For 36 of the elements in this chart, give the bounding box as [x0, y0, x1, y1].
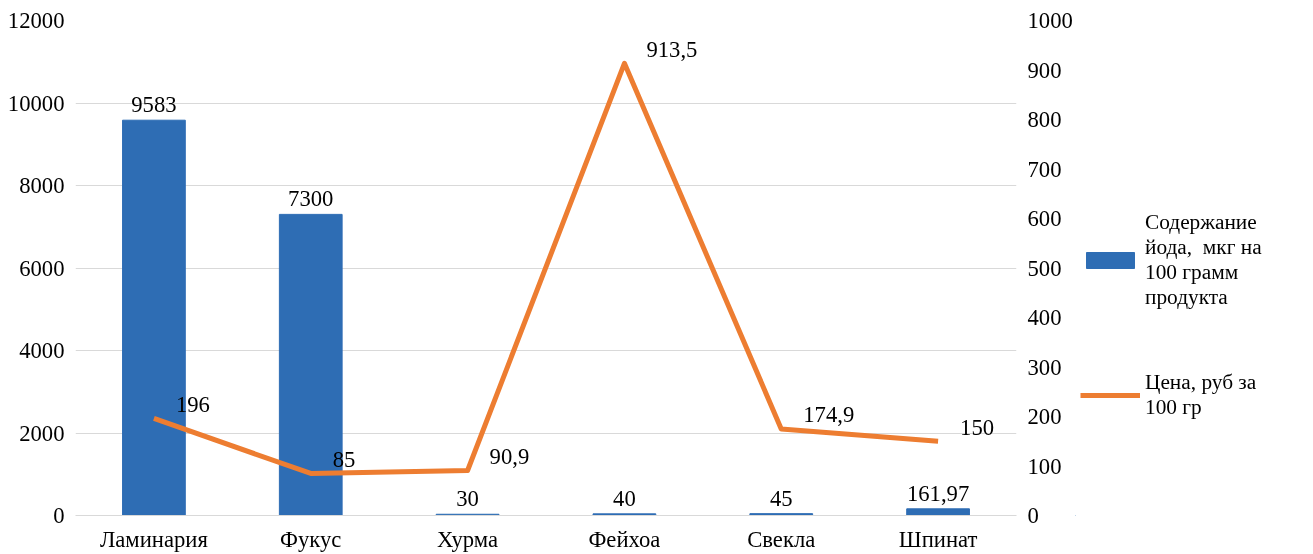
y2-tick-label: 0 [1027, 503, 1039, 528]
data-label: 40 [613, 485, 636, 511]
data-label: 174,9 [803, 402, 855, 428]
x-tick-label: Фейхоа [588, 526, 661, 552]
x-tick-label: Шпинат [898, 526, 978, 552]
y2-tick-label: 500 [1027, 255, 1062, 281]
data-label: 45 [769, 485, 793, 511]
y2-tick-label: 900 [1027, 57, 1062, 83]
y-tick-label: 4000 [19, 338, 65, 363]
data-label: 7300 [288, 186, 334, 212]
data-label: 9583 [131, 92, 177, 118]
y2-tick-label: 700 [1027, 156, 1062, 182]
y2-tick-label: 100 [1027, 453, 1062, 479]
y2-tick-label: 800 [1027, 107, 1062, 132]
x-tick-label: Фукус [280, 526, 342, 552]
data-label: 150 [960, 414, 995, 440]
y2-tick-label: 200 [1027, 404, 1062, 429]
x-tick-label: Ламинария [99, 526, 209, 552]
y2-tick-label: 1000 [1027, 8, 1073, 33]
y2-tick-label: 400 [1027, 305, 1062, 330]
x-tick-label: Свекла [747, 526, 816, 552]
data-label: 913,5 [646, 36, 698, 62]
data-label: 90,9 [489, 444, 530, 469]
y2-tick-label: 600 [1027, 206, 1062, 231]
data-label: 161,97 [906, 480, 970, 506]
data-label: 30 [456, 486, 479, 512]
y-tick-label: 10000 [7, 90, 65, 116]
y-tick-label: 12000 [7, 8, 65, 33]
legend-label: Цена, руб за 100 гр [1145, 370, 1257, 420]
y-tick-label: 0 [53, 503, 65, 528]
legend-label: Содержание йода, мкг на 100 грамм продукта [1145, 210, 1262, 310]
y-tick-label: 6000 [19, 255, 65, 281]
x-tick-label: Хурма [437, 526, 499, 552]
y-tick-label: 8000 [19, 173, 65, 198]
y2-tick-label: 300 [1027, 354, 1062, 380]
y-tick-label: 2000 [19, 420, 65, 446]
